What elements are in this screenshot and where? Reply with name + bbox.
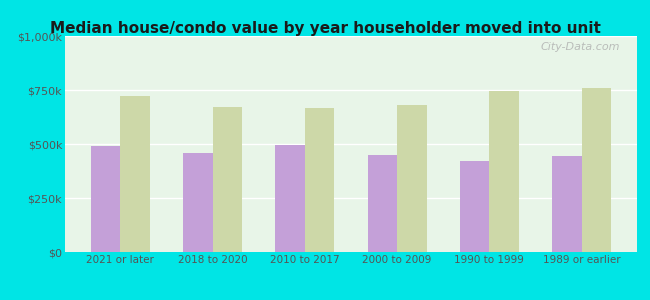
Bar <box>489 91 519 252</box>
Bar <box>120 97 150 252</box>
Bar <box>213 107 242 252</box>
Text: Median house/condo value by year householder moved into unit: Median house/condo value by year househo… <box>49 21 601 36</box>
Bar <box>552 156 582 252</box>
Bar <box>582 88 611 252</box>
Bar <box>305 108 334 252</box>
Bar <box>368 155 397 252</box>
Bar <box>183 153 213 252</box>
Bar <box>460 161 489 252</box>
Text: City-Data.com: City-Data.com <box>540 43 620 52</box>
Bar <box>276 145 305 252</box>
Bar <box>397 105 426 252</box>
Bar <box>91 146 120 252</box>
